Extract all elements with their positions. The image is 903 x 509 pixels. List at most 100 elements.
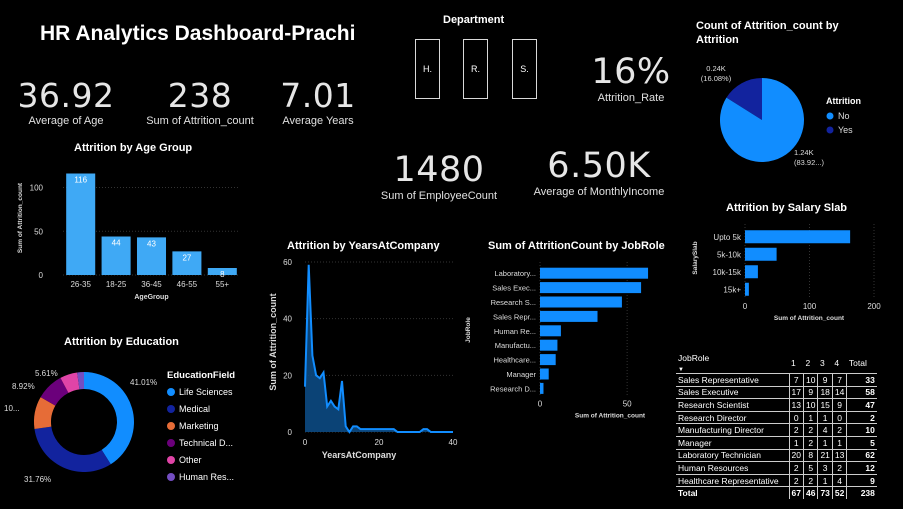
department-button-hr[interactable]: H.	[415, 39, 440, 99]
table-row[interactable]: Research Director 0 1 1 0 2	[676, 411, 877, 425]
y-tick-label: Research S...	[491, 298, 536, 307]
kpi-average-years: 7.01 Average Years	[268, 76, 368, 127]
y-tick-label: Research D...	[490, 384, 536, 393]
table-row[interactable]: Human Resources 2 5 3 2 12	[676, 461, 877, 475]
x-tick-label: 26-35	[70, 280, 91, 289]
department-button-rd[interactable]: R.	[463, 39, 488, 99]
kpi-value: 6.50K	[547, 146, 651, 186]
table-total-row: Total 67 46 73 52 238	[676, 486, 877, 500]
table-row[interactable]: Laboratory Technician 20 8 21 13 62	[676, 449, 877, 463]
data-label: 44	[112, 239, 121, 248]
data-label: 27	[182, 253, 191, 262]
row-jobrole-cell: Research Director	[676, 411, 789, 425]
kpi-monthly-income: 6.50K Average of MonthlyIncome	[526, 146, 672, 198]
row-value-cell: 5	[802, 461, 819, 475]
y-tick-label: 15k+	[723, 285, 741, 294]
education-chart-title: Attrition by Education	[64, 336, 179, 348]
legend-item-human-resources[interactable]: Human Res...	[167, 472, 235, 482]
bar	[540, 339, 558, 351]
data-label: (83.92...)	[794, 158, 825, 167]
x-tick-label: 0	[743, 302, 748, 311]
y-tick-label: 5k-10k	[717, 250, 742, 259]
matrix-header-3[interactable]: 3	[817, 353, 833, 374]
table-row[interactable]: Sales Executive 17 9 18 14 58	[676, 386, 877, 400]
total-value-cell: 46	[802, 486, 819, 500]
y-tick-label: Upto 5k	[713, 233, 742, 242]
table-row[interactable]: Healthcare Representative 2 2 1 4 9	[676, 474, 877, 488]
legend-dot	[167, 422, 175, 430]
data-label: 41.01%	[130, 378, 157, 387]
row-value-cell: 1	[817, 411, 833, 425]
table-row[interactable]: Manager 1 2 1 1 5	[676, 436, 877, 450]
row-value-cell: 1	[817, 436, 833, 450]
row-value-cell: 2	[802, 474, 819, 488]
total-label-cell: Total	[676, 486, 789, 500]
row-jobrole-cell: Manufacturing Director	[676, 423, 789, 437]
legend-dot	[826, 126, 834, 134]
row-value-cell: 2	[788, 461, 804, 475]
jobrole-matrix: JobRole ▼ 1 2 3 4 Total Sales Representat…	[676, 353, 877, 500]
table-row[interactable]: Manufacturing Director 2 2 4 2 10	[676, 423, 877, 437]
x-tick-label: 0	[303, 438, 308, 447]
y-tick-label: Sales Repr...	[493, 312, 536, 321]
bar	[66, 173, 96, 275]
row-value-cell: 3	[817, 461, 833, 475]
kpi-attrition-rate: 16% Attrition_Rate	[586, 52, 676, 104]
row-total-cell: 12	[846, 461, 877, 475]
jobrole-chart-title: Sum of AttritionCount by JobRole	[488, 240, 665, 252]
table-row[interactable]: Sales Representative 7 10 9 7 33	[676, 373, 877, 387]
matrix-header-2[interactable]: 2	[803, 353, 818, 374]
total-value-cell: 52	[831, 486, 848, 500]
legend-item-life-sciences[interactable]: Life Sciences	[167, 387, 235, 397]
data-label: 8	[220, 270, 225, 279]
legend-item-medical[interactable]: Medical	[167, 404, 235, 414]
donut-slice	[34, 397, 56, 429]
salary-chart-title: Attrition by Salary Slab	[726, 202, 848, 214]
x-tick-label: 50	[623, 400, 632, 409]
data-label: 8.92%	[12, 382, 35, 391]
row-total-cell: 2	[846, 411, 877, 425]
dashboard-title: HR Analytics Dashboard-Prachi	[40, 22, 356, 45]
data-label: 31.76%	[24, 475, 51, 484]
bar	[136, 237, 167, 275]
row-value-cell: 9	[802, 386, 819, 400]
row-total-cell: 58	[846, 386, 877, 400]
kpi-value: 7.01	[280, 76, 356, 115]
bar	[207, 268, 237, 275]
kpi-label: Attrition_Rate	[597, 92, 665, 104]
salary-bar-chart: 0 100 200 Upto 5k 5k-10k 10k-15k 15k+ Sum of At…	[692, 224, 881, 322]
y-tick-label: Healthcare...	[493, 356, 536, 365]
matrix-header-jobrole[interactable]: JobRole ▼	[676, 353, 789, 374]
department-button-sales[interactable]: S.	[512, 39, 537, 99]
row-value-cell: 9	[831, 398, 848, 412]
legend-item-marketing[interactable]: Marketing	[167, 421, 235, 431]
matrix-header-total[interactable]: Total	[846, 353, 877, 374]
y-tick-label: 50	[34, 227, 43, 236]
row-value-cell: 2	[788, 423, 804, 437]
education-legend: EducationField Life Sciences Medical Mar…	[167, 370, 235, 489]
legend-item-other[interactable]: Other	[167, 455, 235, 465]
y-axis-label: JobRole	[465, 317, 472, 343]
legend-dot	[167, 439, 175, 447]
matrix-header-4[interactable]: 4	[832, 353, 847, 374]
bar	[540, 382, 544, 394]
x-axis-label: Sum of Attrition_count	[774, 315, 845, 322]
bar	[540, 325, 561, 337]
bar	[745, 230, 851, 244]
kpi-attrition-count: 238 Sum of Attrition_count	[140, 76, 260, 127]
kpi-value: 16%	[591, 52, 671, 92]
bar	[540, 368, 549, 380]
sort-desc-icon: ▼	[678, 367, 684, 373]
legend-item-technical[interactable]: Technical D...	[167, 438, 235, 448]
data-label: 116	[74, 176, 87, 185]
legend-label: Human Res...	[179, 472, 235, 482]
y-tick-label: Human Re...	[494, 327, 536, 336]
total-value-cell: 73	[817, 486, 833, 500]
matrix-header-1[interactable]: 1	[789, 353, 804, 374]
data-label: 0.24K	[706, 64, 726, 73]
jobrole-bar-chart: 0 50 Laboratory... Sales Exec... Research S.…	[465, 262, 649, 420]
data-label: (16.08%)	[701, 74, 732, 83]
table-row[interactable]: Research Scientist 13 10 15 9 47	[676, 398, 877, 412]
legend-dot	[826, 112, 834, 120]
row-value-cell: 14	[831, 386, 848, 400]
